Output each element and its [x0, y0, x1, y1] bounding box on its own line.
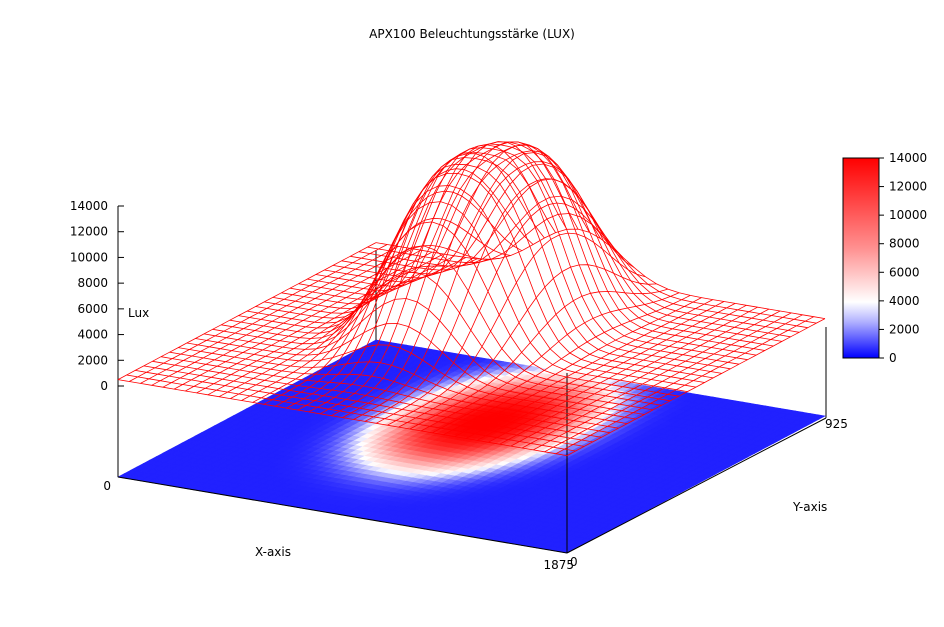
wire-line [341, 163, 791, 338]
wire-line [375, 228, 826, 319]
wire-line [229, 221, 679, 397]
wire-line [117, 379, 568, 456]
z-axis: 0 2000 4000 6000 8000 10000 12000 14000 [70, 199, 124, 393]
wire-line [324, 144, 774, 347]
chart-title: APX100 Beleuchtungsstärke (LUX) [369, 27, 575, 41]
y-axis-label: Y-axis [792, 500, 827, 514]
frame-edge [117, 476, 568, 554]
wire-line [135, 370, 585, 447]
z-tick-label: 12000 [70, 225, 108, 239]
wire-line [238, 201, 688, 392]
z-tick-label: 2000 [77, 353, 108, 367]
wire-line [255, 172, 705, 383]
y-tick-label: 0 [570, 555, 578, 569]
wire-line [272, 157, 722, 374]
wire-line [221, 245, 671, 402]
wire-line [358, 195, 808, 329]
colorbar-ticks: 0 2000 4000 6000 8000 10000 12000 14000 [879, 151, 927, 365]
wire-line [281, 151, 731, 370]
wire-line [350, 178, 800, 333]
y-tick-label: 925 [825, 417, 848, 431]
colorbar-tick-label: 14000 [889, 151, 927, 165]
heatmap-projection [117, 339, 826, 554]
wire-line [212, 271, 662, 406]
colorbar-tick-label: 4000 [889, 294, 920, 308]
z-tick-label: 6000 [77, 302, 108, 316]
wire-line [126, 374, 576, 452]
wire-line [195, 323, 645, 415]
z-tick-label: 10000 [70, 250, 108, 264]
wire-line [307, 141, 757, 356]
wire-line [169, 351, 619, 429]
wire-line [315, 141, 765, 351]
wire-line [289, 147, 740, 365]
colorbar-tick-label: 8000 [889, 237, 920, 251]
surface-wireframe [117, 141, 826, 456]
colorbar-tick-label: 10000 [889, 208, 927, 222]
wire-line [186, 342, 636, 420]
wire-line [298, 143, 748, 361]
colorbar-tick-label: 6000 [889, 265, 920, 279]
wire-line [203, 298, 654, 411]
wire-line [246, 185, 697, 388]
colorbar-tick-label: 12000 [889, 180, 927, 194]
wire-line [178, 347, 628, 424]
wire-line [143, 365, 593, 443]
wire-line [367, 213, 817, 324]
colorbar [842, 157, 880, 359]
z-tick-label: 14000 [70, 199, 108, 213]
z-axis-label: Lux [128, 306, 149, 320]
wire-line [152, 360, 602, 438]
x-tick-label: 0 [103, 479, 111, 493]
frame-edge [566, 417, 827, 554]
colorbar-tick-label: 0 [889, 351, 897, 365]
wire-line [160, 356, 611, 434]
wire-line [264, 163, 714, 379]
z-tick-label: 0 [100, 379, 108, 393]
z-tick-label: 4000 [77, 328, 108, 342]
z-tick-label: 8000 [77, 276, 108, 290]
colorbar-tick-label: 2000 [889, 322, 920, 336]
wire-line [332, 152, 783, 342]
x-tick-label: 1875 [543, 558, 574, 572]
x-axis-label: X-axis [255, 545, 291, 559]
heatmap-cell [810, 414, 826, 420]
